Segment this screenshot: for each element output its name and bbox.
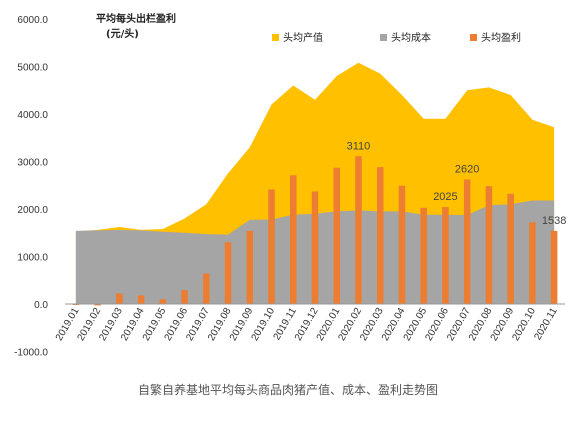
y-tick-label: 3000.0: [17, 158, 48, 169]
bar-profit: [181, 290, 188, 304]
bar-profit: [420, 207, 427, 304]
bar-profit: [529, 222, 536, 304]
chart-title: 平均每头出栏盈利 (元/头): [96, 12, 176, 40]
chart-title-line2: (元/头): [106, 27, 139, 40]
data-label: 2025: [433, 191, 457, 203]
chart-caption: 自繁自养基地平均每头商品肉猪产值、成本、盈利走势图: [137, 383, 438, 397]
y-tick-label: 1000.0: [17, 253, 48, 264]
y-tick-label: -1000.0: [14, 348, 48, 359]
legend-swatch: [470, 34, 477, 41]
bar-profit: [159, 299, 167, 304]
y-tick-label: 0.0: [34, 300, 48, 311]
legend-label: 头均盈利: [481, 32, 521, 44]
legend-label: 头均成本: [391, 31, 431, 44]
legend-label: 头均产值: [283, 31, 323, 44]
bar-profit: [442, 207, 449, 304]
data-labels: 3110 2025 2620 1538: [347, 140, 567, 227]
bar-profit: [268, 189, 275, 304]
legend-item: 头均盈利: [470, 32, 521, 44]
bar-profit: [485, 186, 493, 304]
bar-profit: [290, 175, 297, 304]
bar-profit: [355, 156, 362, 304]
bar-profit: [333, 167, 340, 304]
y-tick-label: 2000.0: [17, 205, 48, 216]
chart-title-line1: 平均每头出栏盈利: [96, 12, 176, 25]
legend-swatch: [380, 34, 387, 41]
legend-swatch: [272, 34, 279, 41]
bar-profit: [203, 273, 210, 304]
bar-profit: [550, 230, 558, 304]
bar-profit: [311, 191, 319, 304]
y-tick-label: 5000.0: [17, 63, 48, 74]
bar-profit: [398, 185, 406, 304]
data-label: 3110: [347, 140, 371, 152]
y-tick-label: 4000.0: [17, 110, 48, 121]
legend-item: 头均成本: [380, 31, 431, 44]
data-label: 1538: [542, 215, 566, 227]
bar-profit: [137, 295, 145, 304]
y-tick-label: 6000.0: [17, 15, 48, 26]
data-label: 2620: [455, 164, 479, 176]
legend-item: 头均产值: [272, 31, 323, 44]
bar-profit: [507, 193, 514, 304]
x-axis: 2019.012019.022019.032019.042019.052019.…: [54, 306, 560, 343]
bar-profit: [246, 230, 254, 304]
y-axis: -1000.0 0.0 1000.0 2000.0 3000.0 4000.0 5000.0…: [14, 15, 48, 359]
bar-profit: [463, 179, 471, 304]
bar-profit: [94, 304, 101, 306]
bar-profit: [376, 167, 384, 304]
bar-profit: [116, 293, 123, 304]
bar-profit: [224, 242, 232, 304]
bar-series: [72, 156, 558, 306]
legend: 头均产值 头均成本 头均盈利: [272, 31, 521, 44]
